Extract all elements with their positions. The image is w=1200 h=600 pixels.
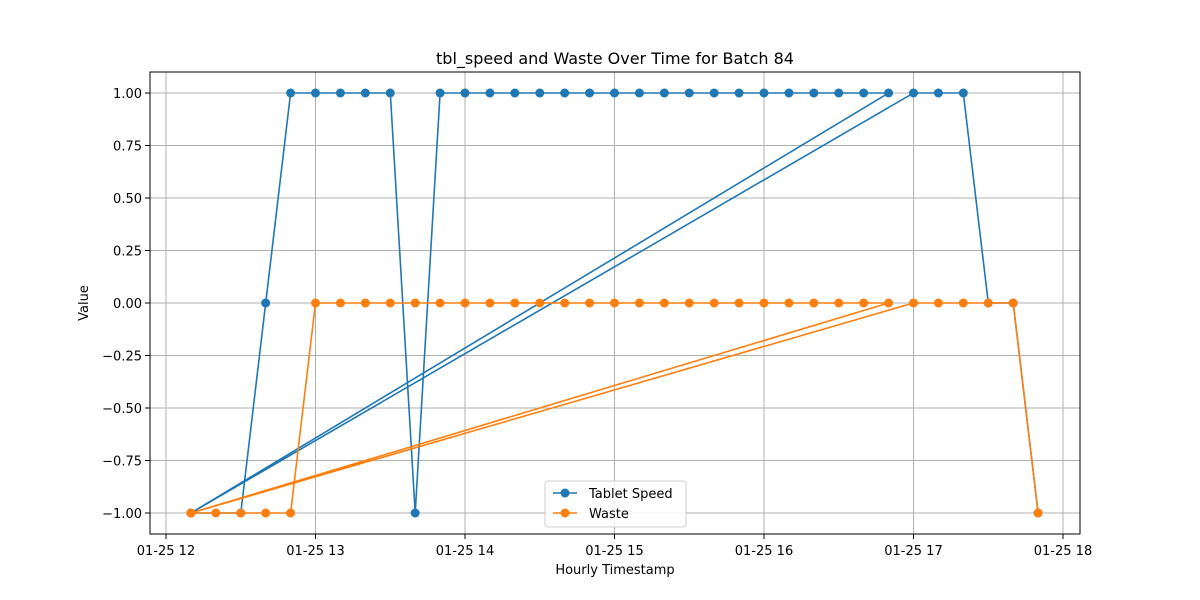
data-point-waste xyxy=(933,298,943,308)
data-point-waste xyxy=(261,508,271,518)
x-tick-label: 01-25 18 xyxy=(1034,544,1092,559)
data-point-tablet-speed xyxy=(958,88,968,98)
legend-marker-waste xyxy=(560,508,570,518)
data-point-tablet-speed xyxy=(684,88,694,98)
legend-label-waste: Waste xyxy=(589,507,629,522)
series-layer xyxy=(186,88,1043,518)
data-point-tablet-speed xyxy=(809,88,819,98)
y-tick-label: −0.50 xyxy=(102,402,142,417)
legend-box xyxy=(544,480,687,528)
data-point-tablet-speed xyxy=(261,298,271,308)
data-point-tablet-speed xyxy=(286,88,296,98)
data-point-waste xyxy=(211,508,221,518)
data-point-waste xyxy=(859,298,869,308)
data-point-tablet-speed xyxy=(734,88,744,98)
y-tick-label: 0.75 xyxy=(113,140,142,155)
data-point-waste xyxy=(1033,508,1043,518)
data-point-tablet-speed xyxy=(360,88,370,98)
data-point-tablet-speed xyxy=(709,88,719,98)
data-point-tablet-speed xyxy=(659,88,669,98)
x-tick-label: 01-25 17 xyxy=(884,544,942,559)
y-tick-label: 0.50 xyxy=(113,192,142,207)
data-point-waste xyxy=(734,298,744,308)
data-point-waste xyxy=(385,298,395,308)
data-point-waste xyxy=(510,298,520,308)
x-tick-label: 01-25 14 xyxy=(436,544,494,559)
data-point-waste xyxy=(1008,298,1018,308)
data-point-waste xyxy=(286,508,296,518)
data-point-tablet-speed xyxy=(535,88,545,98)
data-point-tablet-speed xyxy=(410,508,420,518)
y-tick-label: −0.75 xyxy=(102,455,142,470)
data-point-waste xyxy=(460,298,470,308)
data-point-tablet-speed xyxy=(884,88,894,98)
data-point-waste xyxy=(560,298,570,308)
data-point-waste xyxy=(834,298,844,308)
data-point-waste xyxy=(236,508,246,518)
data-point-tablet-speed xyxy=(610,88,619,98)
data-point-waste xyxy=(659,298,669,308)
data-point-tablet-speed xyxy=(909,88,918,98)
legend-marker-tablet-speed xyxy=(560,488,570,498)
data-point-waste xyxy=(360,298,370,308)
data-point-tablet-speed xyxy=(560,88,570,98)
data-point-waste xyxy=(410,298,420,308)
data-point-tablet-speed xyxy=(485,88,495,98)
data-point-tablet-speed xyxy=(859,88,869,98)
data-point-waste xyxy=(585,298,595,308)
data-point-waste xyxy=(535,298,545,308)
y-tick-label: 0.00 xyxy=(113,297,142,312)
data-point-waste xyxy=(435,298,445,308)
data-point-tablet-speed xyxy=(933,88,943,98)
data-point-tablet-speed xyxy=(759,88,769,98)
y-tick-label: −1.00 xyxy=(102,507,142,522)
data-point-tablet-speed xyxy=(335,88,345,98)
data-point-waste xyxy=(909,298,918,308)
data-point-waste xyxy=(684,298,694,308)
data-point-waste xyxy=(784,298,794,308)
data-point-waste xyxy=(809,298,819,308)
data-point-waste xyxy=(610,298,619,308)
chart-title: tbl_speed and Waste Over Time for Batch … xyxy=(436,49,794,69)
data-point-tablet-speed xyxy=(585,88,595,98)
data-point-tablet-speed xyxy=(634,88,644,98)
data-point-tablet-speed xyxy=(385,88,395,98)
data-point-waste xyxy=(634,298,644,308)
y-tick-label: 0.25 xyxy=(113,245,142,260)
x-tick-label: 01-25 13 xyxy=(286,544,344,559)
x-tick-label: 01-25 15 xyxy=(585,544,643,559)
legend-label-tablet-speed: Tablet Speed xyxy=(588,487,673,502)
y-axis-label: Value xyxy=(77,285,92,321)
data-point-waste xyxy=(983,298,993,308)
x-axis-label: Hourly Timestamp xyxy=(555,563,674,578)
data-point-waste xyxy=(759,298,769,308)
data-point-tablet-speed xyxy=(834,88,844,98)
data-point-waste xyxy=(709,298,719,308)
data-point-tablet-speed xyxy=(460,88,470,98)
data-point-waste xyxy=(311,298,320,308)
data-point-waste xyxy=(884,298,894,308)
x-tick-label: 01-25 12 xyxy=(137,544,195,559)
series-waste xyxy=(186,298,1043,518)
data-point-tablet-speed xyxy=(435,88,445,98)
data-point-waste xyxy=(485,298,495,308)
data-point-waste xyxy=(958,298,968,308)
data-point-tablet-speed xyxy=(311,88,320,98)
x-tick-label: 01-25 16 xyxy=(735,544,793,559)
y-tick-label: 1.00 xyxy=(113,87,142,102)
data-point-tablet-speed xyxy=(510,88,520,98)
axis-ticks: 01-25 12 01-25 13 01-25 14 01-25 15 01-25 16… xyxy=(102,87,1092,559)
data-point-tablet-speed xyxy=(784,88,794,98)
legend: Tablet Speed Waste xyxy=(544,480,687,528)
y-tick-label: −0.25 xyxy=(102,350,142,365)
data-point-waste xyxy=(335,298,345,308)
data-point-waste xyxy=(186,508,196,518)
